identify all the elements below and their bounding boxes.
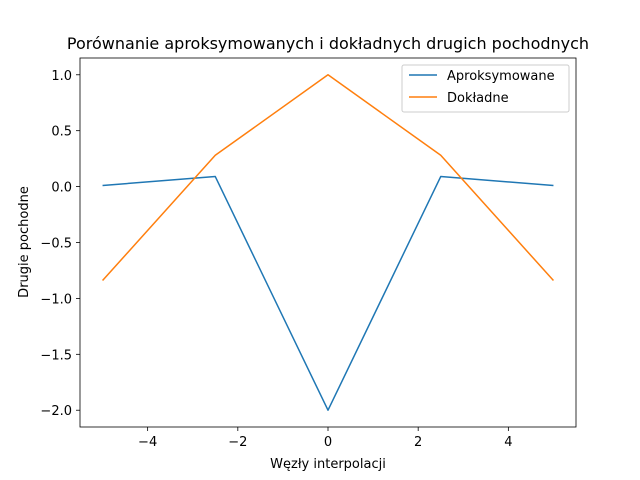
- y-tick-label: −0.5: [40, 237, 72, 252]
- x-axis-label: Węzły interpolacji: [270, 457, 386, 472]
- y-tick-label: −1.0: [40, 292, 72, 307]
- chart-title: Porównanie aproksymowanych i dokładnych …: [67, 34, 589, 53]
- series-layer: [101, 74, 555, 411]
- y-tick-label: 1.0: [51, 69, 72, 84]
- series-line-dokladne: [101, 74, 555, 282]
- x-tick-label: −4: [138, 435, 157, 450]
- y-tick-label: 0.5: [51, 125, 72, 140]
- x-tick-label: 0: [324, 435, 332, 450]
- legend-label-aproksymowane: Aproksymowane: [447, 69, 555, 84]
- series-line-aproksymowane: [102, 175, 554, 411]
- y-tick-label: −2.0: [40, 404, 72, 419]
- y-axis-label: Drugie pochodne: [17, 186, 32, 298]
- plot-area: [80, 58, 576, 427]
- y-axis: −2.0 −1.5 −1.0 −0.5 0.0 0.5 1.0: [40, 69, 80, 419]
- x-axis: −4 −2 0 2 4: [138, 427, 513, 450]
- y-tick-label: 0.0: [51, 181, 72, 196]
- x-tick-label: 4: [504, 435, 512, 450]
- y-tick-label: −1.5: [40, 348, 72, 363]
- legend-box: [401, 64, 570, 113]
- x-tick-label: 2: [414, 435, 422, 450]
- legend: Aproksymowane Dokładne: [401, 64, 570, 113]
- x-tick-label: −2: [228, 435, 247, 450]
- legend-label-dokladne: Dokładne: [447, 91, 509, 106]
